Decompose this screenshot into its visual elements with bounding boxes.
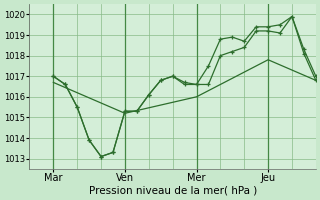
X-axis label: Pression niveau de la mer( hPa ): Pression niveau de la mer( hPa ) [89, 186, 257, 196]
